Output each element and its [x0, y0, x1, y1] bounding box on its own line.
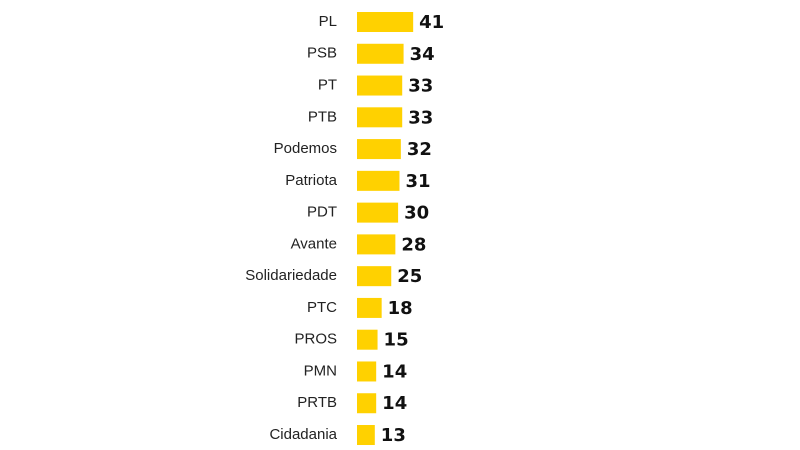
bar	[357, 361, 377, 382]
value-label: 25	[397, 266, 422, 287]
category-label: Solidariedade	[245, 267, 337, 284]
value-label: 33	[408, 107, 433, 128]
value-label: 28	[401, 234, 426, 255]
value-label: 18	[388, 298, 413, 319]
value-label: 33	[408, 76, 433, 97]
value-label: 31	[405, 171, 430, 192]
value-label: 41	[419, 12, 444, 33]
category-label: Cidadania	[269, 426, 337, 443]
bar	[357, 202, 399, 223]
bar	[357, 139, 401, 160]
bar	[357, 12, 414, 32]
category-label: PMN	[304, 362, 337, 379]
bar	[357, 75, 403, 96]
bar	[357, 107, 403, 128]
category-label: Patriota	[285, 172, 337, 189]
value-label: 32	[407, 139, 432, 160]
category-label: PTB	[308, 108, 337, 125]
value-label: 14	[382, 361, 407, 382]
category-label: PDT	[307, 204, 337, 221]
category-label: PL	[319, 13, 337, 30]
bar	[357, 170, 400, 191]
bar	[357, 425, 375, 446]
category-label: Avante	[291, 235, 337, 252]
bar	[357, 393, 377, 414]
value-label: 34	[410, 44, 435, 65]
value-label: 13	[381, 425, 406, 446]
bar	[357, 43, 404, 64]
bar	[357, 297, 382, 318]
value-label: 15	[384, 330, 409, 351]
category-label: PSB	[307, 45, 337, 62]
category-label: Podemos	[274, 140, 337, 157]
category-label: PROS	[294, 331, 337, 348]
value-label: 14	[382, 393, 407, 414]
value-label: 30	[404, 203, 429, 224]
bar	[357, 266, 392, 287]
category-label: PRTB	[297, 394, 337, 411]
category-label: PTC	[307, 299, 337, 316]
bar	[357, 234, 396, 255]
category-label: PT	[318, 77, 337, 94]
bar	[357, 329, 378, 350]
